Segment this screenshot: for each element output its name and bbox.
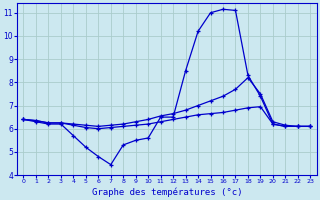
- X-axis label: Graphe des températures (°c): Graphe des températures (°c): [92, 187, 242, 197]
